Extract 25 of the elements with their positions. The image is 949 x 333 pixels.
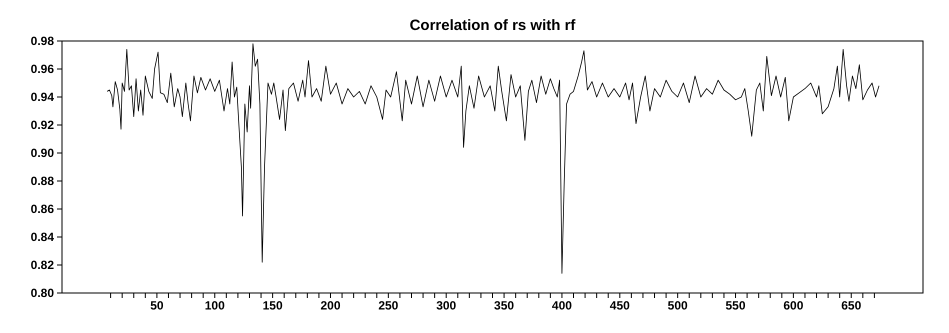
y-tick-label: 0.92	[30, 118, 54, 132]
line-series	[106, 43, 880, 274]
x-tick-label: 150	[262, 298, 283, 313]
x-tick-label: 550	[726, 298, 746, 313]
chart-title: Correlation of rs with rf	[410, 17, 576, 34]
x-tick-label: 300	[436, 298, 457, 313]
x-tick-label: 100	[204, 298, 226, 313]
y-tick-label: 0.80	[30, 286, 54, 300]
x-tick-label: 400	[552, 298, 572, 313]
x-tick-label: 650	[841, 298, 862, 313]
x-tick-label: 500	[668, 298, 688, 313]
y-tick-label: 0.98	[30, 34, 54, 48]
x-tick-label: 350	[494, 298, 514, 313]
y-tick-label: 0.82	[30, 258, 54, 272]
x-tick-label: 250	[378, 298, 399, 313]
x-tick-label: 600	[783, 298, 804, 313]
y-tick-label: 0.84	[30, 230, 54, 244]
y-tick-label: 0.94	[30, 90, 54, 104]
x-tick-label: 50	[150, 298, 164, 313]
x-tick-label: 450	[610, 298, 630, 313]
y-tick-label: 0.88	[30, 174, 54, 188]
y-tick-label: 0.90	[30, 146, 54, 160]
x-tick-label: 200	[320, 298, 341, 313]
y-tick-label: 0.96	[30, 62, 54, 76]
y-tick-label: 0.86	[30, 202, 54, 216]
